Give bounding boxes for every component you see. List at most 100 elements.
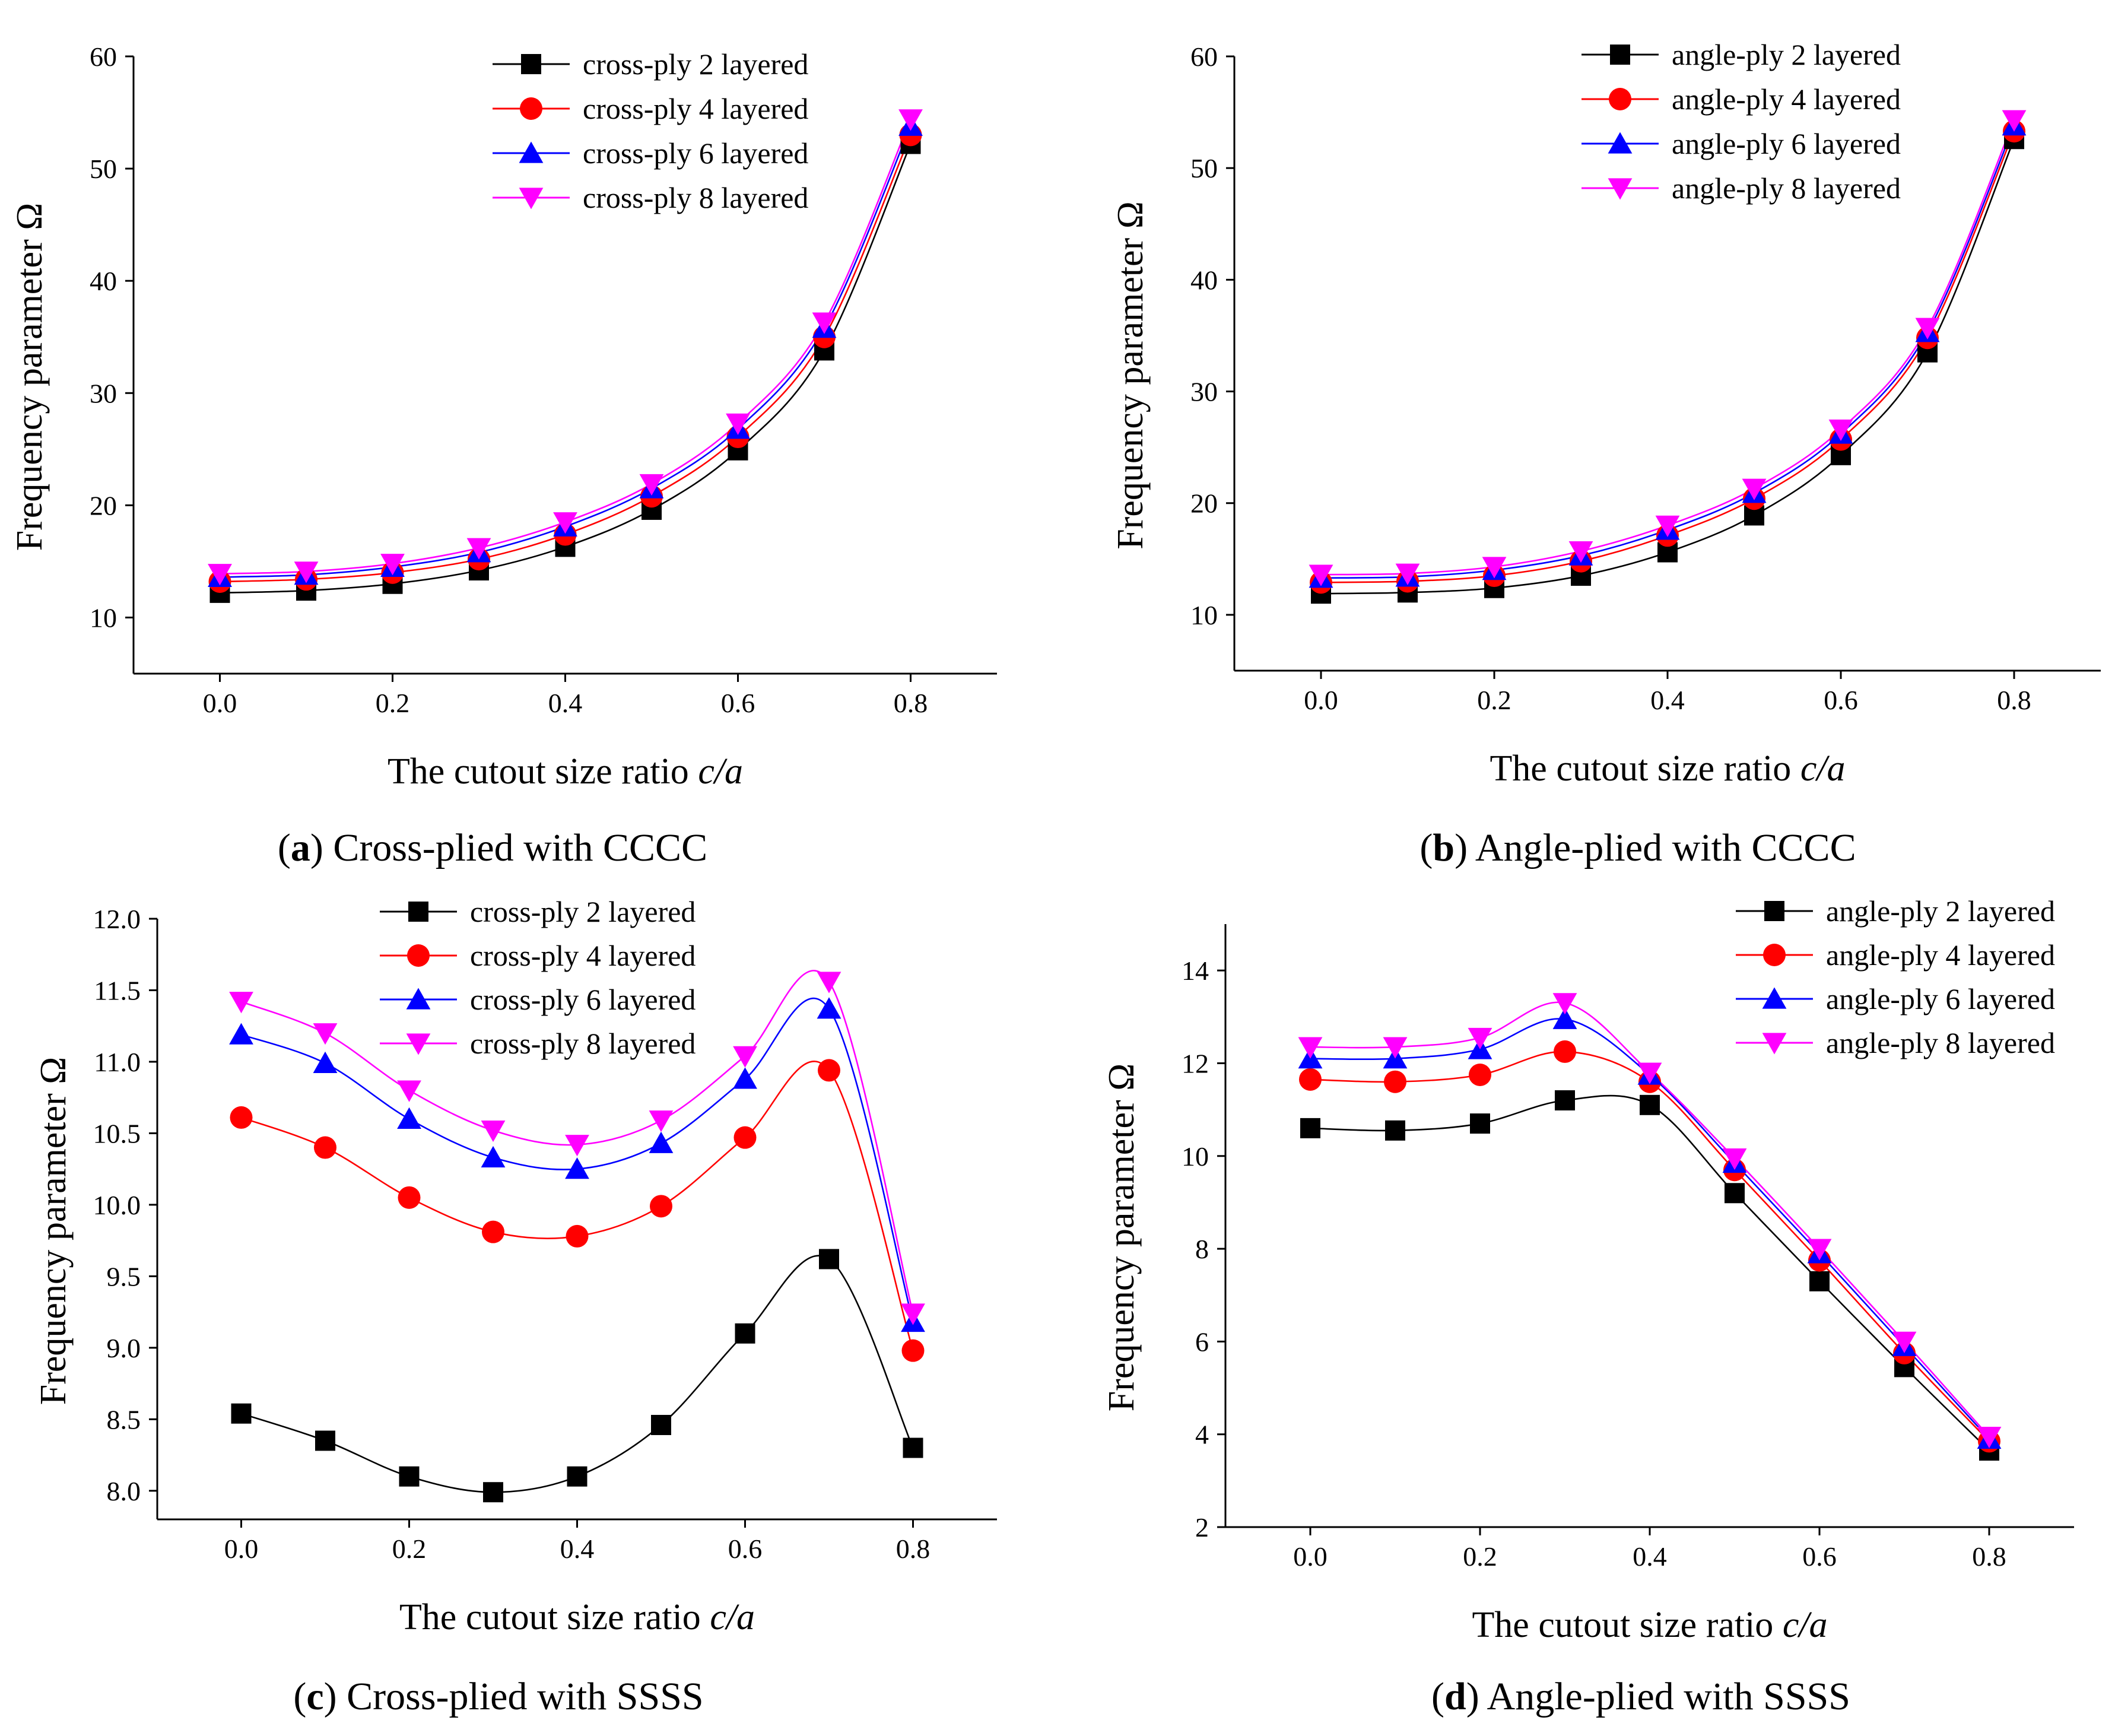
legend-label: cross-ply 8 layered	[583, 181, 808, 214]
x-tick-label: 0.2	[376, 688, 410, 718]
legend-marker	[406, 988, 431, 1010]
legend-label: angle-ply 4 layered	[1672, 82, 1901, 116]
legend-label: cross-ply 2 layered	[583, 47, 808, 81]
x-tick-label: 0.6	[721, 688, 755, 718]
data-point-4	[2002, 110, 2027, 132]
x-tick-label: 0.6	[1824, 685, 1858, 715]
data-point-4	[1828, 419, 1853, 442]
series-line-1	[1310, 1094, 1990, 1451]
data-point-4	[313, 1023, 338, 1045]
data-point-2	[398, 1186, 421, 1209]
data-point-4	[733, 1046, 757, 1068]
legend-label: cross-ply 6 layered	[583, 137, 808, 170]
data-point-4	[229, 992, 253, 1014]
data-point-3	[649, 1131, 674, 1153]
data-point-4	[1395, 563, 1420, 585]
y-tick-label: 60	[1190, 42, 1218, 72]
data-point-2	[230, 1106, 253, 1129]
y-tick-label: 10	[1190, 600, 1218, 630]
y-tick-label: 9.0	[107, 1333, 141, 1363]
y-tick-label: 2	[1195, 1512, 1209, 1543]
x-tick-label: 0.2	[1463, 1541, 1497, 1572]
legend-label: cross-ply 4 layered	[583, 92, 808, 125]
legend-label: angle-ply 8 layered	[1672, 172, 1901, 205]
data-point-4	[481, 1120, 506, 1142]
series-line-4	[241, 970, 914, 1314]
y-tick-label: 10	[90, 602, 117, 633]
legend-marker	[406, 1033, 431, 1055]
legend-marker	[520, 97, 542, 120]
y-tick-label: 14	[1182, 956, 1209, 986]
chart-panel-c: 0.0 0.2 0.4 0.6 0.8 8.0 8.5 9.0 9.5 10.0 10.5 11.0 1…	[33, 895, 997, 1718]
x-tick-label: 0.6	[1802, 1541, 1837, 1572]
legend-label: angle-ply 6 layered	[1826, 982, 2055, 1015]
data-point-4	[1552, 993, 1577, 1015]
data-point-3	[313, 1051, 338, 1073]
data-point-3	[733, 1067, 757, 1089]
legend-label: cross-ply 8 layered	[470, 1027, 696, 1060]
data-point-4	[901, 1303, 925, 1325]
data-point-1	[315, 1430, 335, 1451]
y-axis-title: Frequency parameter Ω	[1101, 1064, 1142, 1412]
data-point-4	[812, 312, 837, 334]
data-point-1	[231, 1403, 252, 1424]
x-axis-title: The cutout size ratio c/a	[1490, 748, 1845, 789]
x-tick-label: 0.2	[1477, 685, 1511, 715]
y-tick-label: 11.0	[94, 1047, 141, 1077]
data-point-4	[466, 538, 491, 560]
y-tick-label: 4	[1195, 1420, 1209, 1450]
legend-marker	[1608, 178, 1633, 200]
x-tick-label: 0.8	[1972, 1541, 2006, 1572]
data-point-1	[819, 1249, 839, 1270]
y-tick-label: 30	[90, 378, 117, 408]
data-point-3	[229, 1023, 253, 1045]
data-point-2	[1384, 1070, 1406, 1093]
data-point-4	[1383, 1037, 1408, 1059]
data-point-3	[817, 997, 841, 1019]
legend-marker	[519, 188, 544, 210]
data-point-1	[1470, 1113, 1490, 1134]
data-point-4	[294, 561, 319, 583]
legend-marker	[1608, 132, 1633, 154]
legend-marker	[1763, 944, 1786, 966]
x-tick-label: 0.4	[548, 688, 583, 718]
data-point-4	[553, 512, 577, 534]
data-point-4	[639, 474, 664, 496]
x-tick-label: 0.0	[203, 688, 237, 718]
panel-caption: (a) Cross-plied with CCCC	[278, 826, 707, 869]
chart-panel-d: 0.0 0.2 0.4 0.6 0.8 2 4 6 8 10 12 14 The cutout size…	[1101, 894, 2074, 1718]
x-tick-label: 0.0	[1293, 1541, 1328, 1572]
chart-panel-b: 0.0 0.2 0.4 0.6 0.8 10 20 30 40 50 60 The cutout si…	[1110, 38, 2101, 869]
y-tick-label: 8.5	[107, 1404, 141, 1434]
data-point-2	[566, 1224, 589, 1248]
series-line-3	[1320, 125, 2015, 579]
data-point-4	[726, 413, 750, 435]
panel-caption: (d) Angle-plied with SSSS	[1431, 1675, 1850, 1718]
legend-marker	[519, 141, 544, 163]
legend-marker	[1762, 1033, 1787, 1055]
y-tick-label: 10.0	[93, 1190, 141, 1220]
y-tick-label: 50	[1190, 153, 1218, 183]
x-tick-label: 0.4	[560, 1534, 595, 1564]
y-tick-label: 10	[1182, 1141, 1209, 1172]
data-point-1	[735, 1323, 755, 1344]
data-point-1	[567, 1466, 588, 1487]
data-point-2	[314, 1136, 336, 1159]
legend-label: angle-ply 2 layered	[1672, 38, 1901, 71]
y-tick-label: 60	[90, 42, 117, 72]
data-point-3	[565, 1157, 589, 1179]
legend-marker	[1764, 901, 1784, 921]
data-point-4	[1722, 1148, 1747, 1170]
y-tick-label: 20	[1190, 488, 1218, 519]
panel-caption: (c) Cross-plied with SSSS	[293, 1675, 703, 1718]
series-line-2	[1310, 1051, 1990, 1442]
data-point-4	[649, 1110, 674, 1132]
legend-label: cross-ply 2 layered	[470, 895, 696, 928]
data-point-4	[1309, 564, 1333, 586]
data-point-2	[482, 1220, 504, 1243]
legend-label: angle-ply 6 layered	[1672, 127, 1901, 160]
data-point-4	[208, 564, 232, 586]
data-point-1	[1809, 1271, 1830, 1291]
data-point-4	[1637, 1062, 1662, 1084]
